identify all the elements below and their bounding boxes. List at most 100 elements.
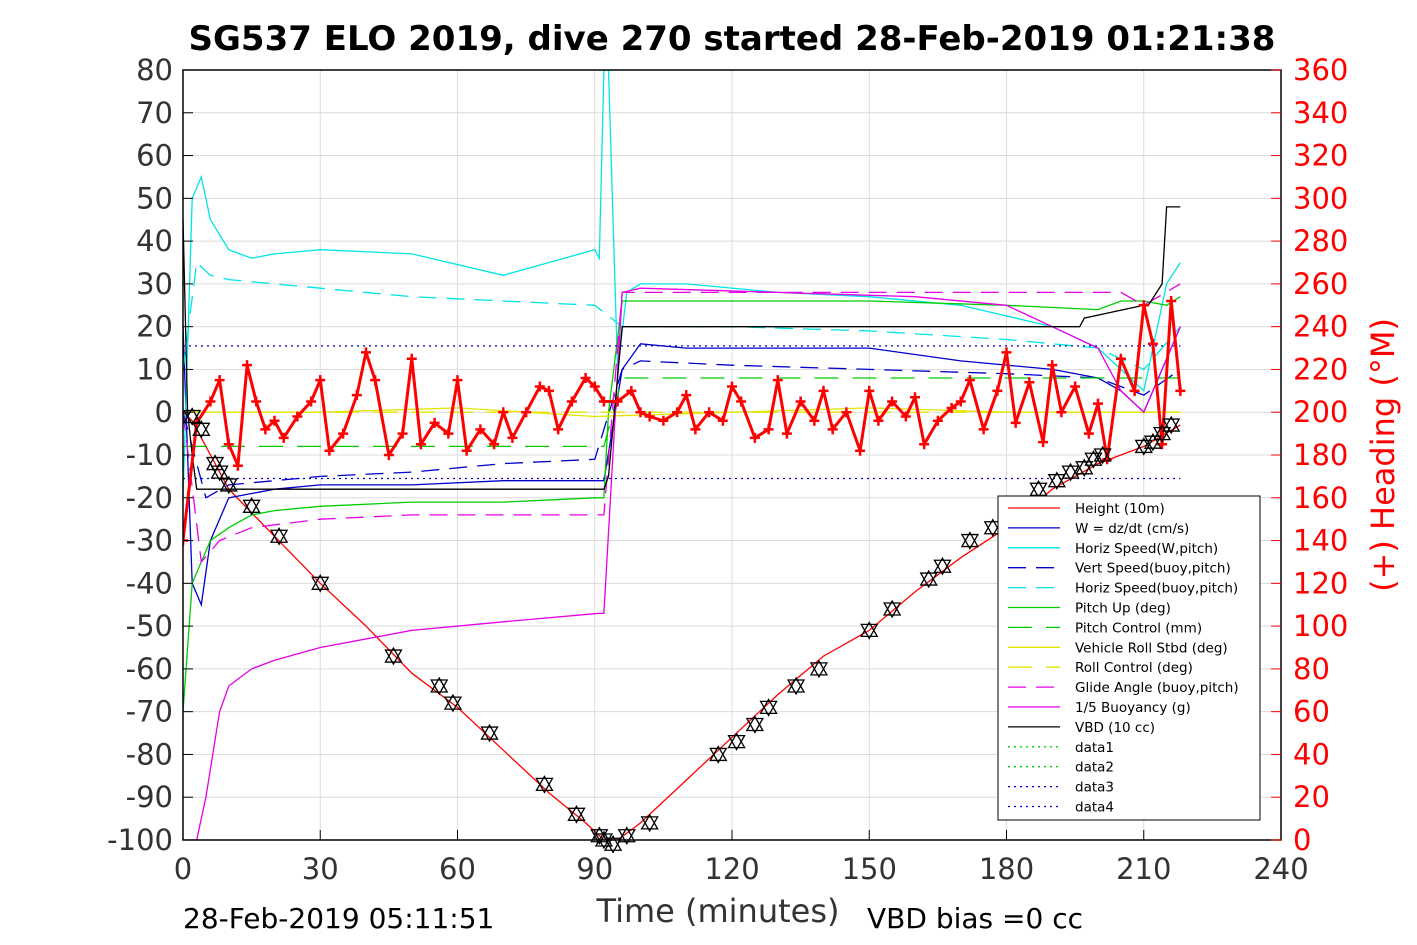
- legend-entry: VBD (10 cc): [1075, 720, 1155, 736]
- legend-entry: Vert Speed(buoy,pitch): [1075, 561, 1231, 577]
- heading-point: [370, 375, 381, 386]
- y2-tick-label: 0: [1293, 823, 1311, 857]
- heading-point: [452, 375, 463, 386]
- x-tick-label: 90: [576, 852, 613, 886]
- depth-marker: [745, 715, 764, 734]
- heading-point: [269, 415, 280, 426]
- heading-point: [690, 424, 701, 435]
- y-tick-label: 50: [136, 181, 173, 215]
- y-axis-ticks: 80 70 60 50 40 30 20 10 0 -10 -20 -30 -40 -50 -60 -70 -8…: [107, 53, 193, 857]
- heading-point: [887, 396, 898, 407]
- series-line-glide-angle-buoy-pitch-: [183, 283, 1181, 564]
- depth-marker: [983, 518, 1002, 538]
- heading-series: [183, 296, 1186, 546]
- heading-point: [1056, 407, 1067, 418]
- depth-marker: [1152, 424, 1172, 443]
- heading-point: [717, 415, 728, 426]
- x-axis-ticks: 0 30 60 90 120 150 180 210 240: [174, 830, 1309, 886]
- y-tick-label: -100: [107, 823, 173, 857]
- depth-marker: [1047, 471, 1066, 490]
- depth-marker: [1061, 462, 1080, 482]
- y2-tick-label: 80: [1293, 652, 1330, 686]
- heading-point: [566, 396, 577, 407]
- right-axis-label: (+) Heading (°M): [1364, 318, 1402, 592]
- legend-entry: Height (10m): [1075, 501, 1165, 517]
- depth-marker: [480, 723, 499, 743]
- heading-point: [205, 396, 216, 407]
- y2-tick-label: 300: [1293, 181, 1348, 215]
- heading-point: [873, 415, 884, 426]
- heading-point: [1010, 417, 1021, 428]
- depth-marker: [603, 834, 623, 854]
- heading-point: [1001, 347, 1012, 358]
- y2-tick-label: 100: [1293, 609, 1348, 643]
- heading-point: [580, 373, 591, 383]
- heading-point: [1115, 353, 1126, 364]
- depth-marker: [883, 599, 902, 619]
- heading-point: [429, 417, 440, 428]
- heading-point: [498, 407, 509, 418]
- heading-point: [292, 411, 303, 422]
- y-tick-label: -30: [126, 524, 173, 558]
- y2-tick-label: 220: [1293, 352, 1348, 386]
- heading-point: [644, 411, 655, 422]
- heading-point: [489, 439, 500, 450]
- heading-point: [612, 396, 623, 407]
- footer-vbd-bias: VBD bias =0 cc: [867, 902, 1083, 935]
- heading-point: [1047, 360, 1058, 371]
- heading-point: [772, 375, 783, 386]
- legend-entry: Vehicle Roll Stbd (deg): [1075, 640, 1228, 656]
- depth-marker: [617, 826, 636, 846]
- depth-marker: [1143, 432, 1163, 452]
- legend-entry: W = dz/dt (cm/s): [1075, 521, 1189, 537]
- depth-markers: [183, 407, 1181, 854]
- chart-title: SG537 ELO 2019, dive 270 started 28-Feb-…: [189, 19, 1276, 59]
- heading-point: [795, 396, 806, 407]
- y2-tick-label: 280: [1293, 224, 1348, 258]
- y2-tick-label: 140: [1293, 524, 1348, 558]
- depth-marker: [219, 475, 238, 495]
- heading-point: [1175, 385, 1186, 396]
- right-axis-ticks: 3603403203002802602402202001801601401201…: [1271, 53, 1348, 857]
- y-tick-label: -70: [126, 695, 173, 729]
- heading-point: [214, 375, 225, 386]
- heading-point: [1147, 338, 1158, 349]
- legend-entry: Roll Control (deg): [1075, 660, 1193, 676]
- footer-timestamp: 28-Feb-2019 05:11:51: [183, 902, 494, 935]
- y2-tick-label: 200: [1293, 395, 1348, 429]
- heading-point: [1038, 437, 1049, 448]
- depth-marker: [567, 805, 586, 824]
- legend-entry: Horiz Speed(buoy,pitch): [1075, 581, 1238, 597]
- heading-point: [589, 381, 600, 392]
- x-tick-label: 30: [302, 852, 339, 886]
- heading-point: [306, 396, 317, 407]
- legend-entry: data1: [1075, 740, 1114, 756]
- heading-point: [736, 396, 747, 407]
- depth-marker: [933, 556, 952, 576]
- heading-point: [1093, 398, 1103, 409]
- heading-point: [361, 347, 371, 358]
- legend-entry: Glide Angle (buoy,pitch): [1075, 680, 1239, 696]
- heading-point: [727, 381, 737, 392]
- depth-marker: [1134, 437, 1153, 456]
- series-line-1-5-buoyancy-g-: [183, 287, 1181, 840]
- heading-point: [635, 407, 646, 418]
- heading-point: [278, 432, 289, 443]
- y2-tick-label: 120: [1293, 566, 1348, 600]
- heading-point: [658, 415, 669, 426]
- heading-point: [992, 385, 1003, 396]
- depth-marker: [860, 621, 879, 640]
- y2-tick-label: 260: [1293, 267, 1348, 301]
- heading-point: [251, 396, 262, 407]
- depth-marker: [727, 732, 746, 751]
- depth-marker: [1162, 415, 1181, 435]
- depth-marker: [640, 813, 659, 833]
- x-tick-label: 60: [439, 852, 476, 886]
- legend-entry: data4: [1075, 800, 1114, 816]
- heading-point: [406, 353, 417, 364]
- y-tick-label: 70: [136, 96, 173, 130]
- y-tick-label: -80: [126, 737, 173, 771]
- heading-point: [855, 445, 866, 456]
- heading-point: [809, 415, 820, 426]
